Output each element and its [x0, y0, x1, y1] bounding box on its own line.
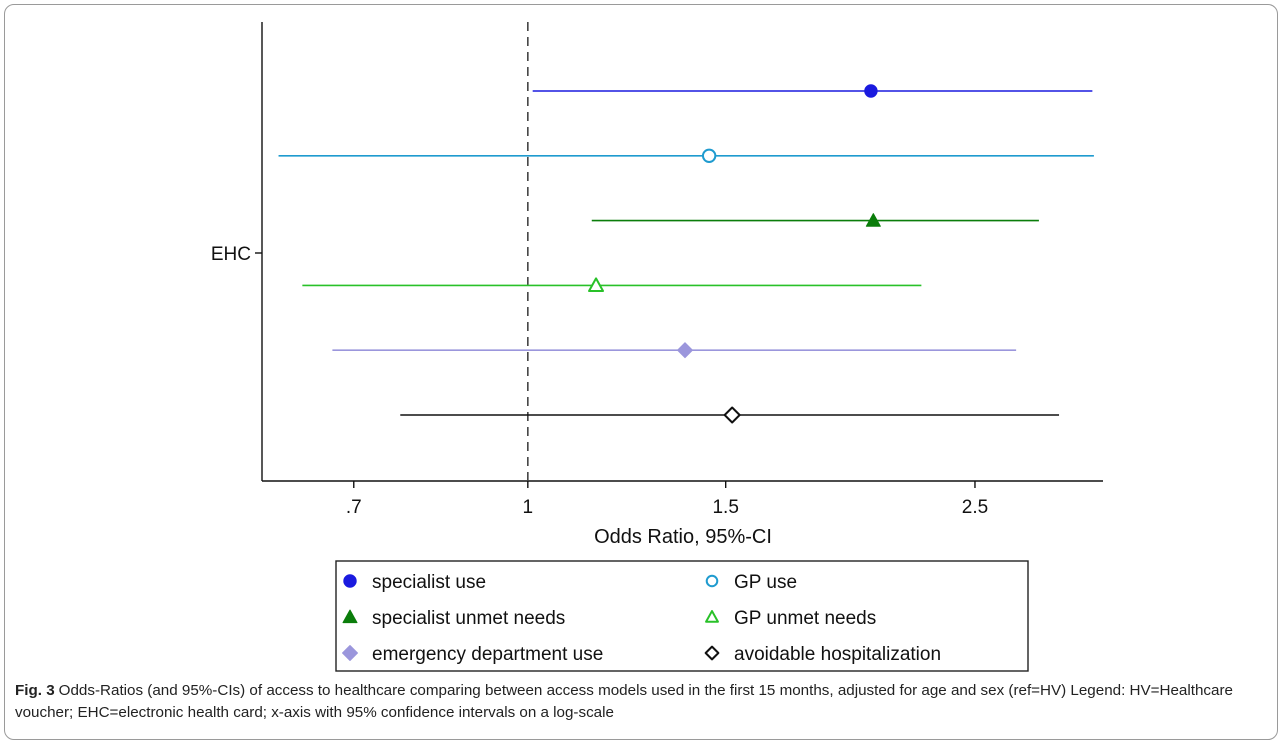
x-tick-label: 1	[523, 497, 534, 518]
legend-label: emergency department use	[372, 644, 603, 665]
legend-label: specialist unmet needs	[372, 608, 565, 629]
point-estimate-marker	[676, 342, 693, 359]
point-estimate-marker	[723, 406, 741, 424]
point-estimate-marker	[865, 213, 881, 227]
legend-label: avoidable hospitalization	[734, 644, 941, 665]
point-estimate-marker	[588, 277, 605, 292]
forest-plot: EHC .7 1 1.5 2.5 Odds Ratio, 95%-CI specialis…	[211, 22, 1103, 672]
chart-marks	[278, 84, 1094, 424]
x-tick-label: .7	[346, 497, 362, 518]
caption-label: Fig. 3	[15, 682, 55, 699]
axes: EHC .7 1 1.5 2.5 Odds Ratio, 95%-CI	[211, 22, 1103, 548]
y-tick-label: EHC	[211, 244, 251, 265]
x-axis-title: Odds Ratio, 95%-CI	[594, 526, 772, 548]
legend-label: GP unmet needs	[734, 608, 876, 629]
legend-label: specialist use	[372, 572, 486, 593]
x-tick-label: 2.5	[962, 497, 988, 518]
legend-marker	[343, 574, 357, 588]
legend-marker	[705, 610, 719, 623]
caption-text: Odds-Ratios (and 95%-CIs) of access to h…	[15, 682, 1233, 721]
legend-box	[335, 560, 1029, 672]
legend-marker	[704, 645, 720, 661]
legend: specialist use GP use specialist unmet nee…	[335, 560, 1029, 672]
x-tick-label: 1.5	[712, 497, 738, 518]
point-estimate-marker	[864, 84, 878, 98]
legend-marker	[705, 574, 719, 588]
legend-label: GP use	[734, 572, 797, 593]
legend-marker	[342, 645, 358, 661]
point-estimate-marker	[701, 148, 717, 164]
legend-marker	[342, 609, 358, 624]
figure-caption: Fig. 3 Odds-Ratios (and 95%-CIs) of acces…	[15, 680, 1265, 724]
